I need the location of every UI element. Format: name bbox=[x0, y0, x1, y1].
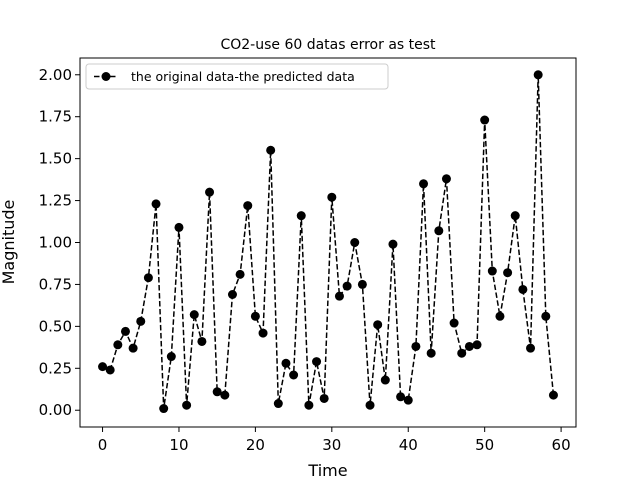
y-tick-label: 0.75 bbox=[39, 275, 72, 293]
y-tick-label: 1.00 bbox=[39, 234, 72, 252]
data-point bbox=[541, 311, 551, 321]
data-point bbox=[503, 268, 513, 278]
data-point bbox=[120, 326, 130, 336]
data-point bbox=[258, 328, 268, 338]
chart-title: CO2-use 60 datas error as test bbox=[220, 37, 436, 53]
data-point bbox=[518, 284, 528, 294]
y-axis: 0.00 0.25 0.50 0.75 1.00 1.25 1.50 1.75 2.00 bbox=[39, 66, 80, 419]
x-tick-label: 50 bbox=[475, 436, 494, 454]
data-point bbox=[319, 393, 329, 403]
data-point bbox=[487, 266, 497, 276]
data-point bbox=[495, 311, 505, 321]
data-point bbox=[98, 362, 108, 372]
y-axis-label: Magnitude bbox=[0, 200, 18, 285]
x-tick-label: 60 bbox=[552, 436, 571, 454]
data-point bbox=[174, 222, 184, 232]
data-point bbox=[143, 273, 153, 283]
data-point bbox=[289, 370, 299, 380]
data-point bbox=[464, 341, 474, 351]
data-point bbox=[457, 348, 467, 358]
data-point bbox=[533, 70, 543, 80]
data-point bbox=[334, 291, 344, 301]
x-tick-label: 30 bbox=[322, 436, 341, 454]
data-point bbox=[227, 290, 237, 299]
data-point bbox=[380, 375, 390, 385]
x-tick-label: 20 bbox=[246, 436, 265, 454]
data-point bbox=[281, 358, 291, 368]
data-point bbox=[189, 310, 199, 320]
data-point bbox=[411, 341, 421, 351]
series-layer bbox=[98, 70, 558, 414]
data-point bbox=[441, 174, 451, 184]
data-point bbox=[235, 269, 245, 279]
data-point bbox=[296, 211, 306, 221]
x-tick-label: 40 bbox=[399, 436, 418, 454]
data-point bbox=[472, 340, 482, 350]
data-point bbox=[266, 145, 276, 155]
series-line bbox=[102, 74, 555, 409]
data-point bbox=[182, 400, 192, 410]
data-point bbox=[273, 399, 283, 409]
data-point bbox=[526, 343, 536, 353]
data-point bbox=[113, 340, 123, 350]
data-point bbox=[548, 390, 558, 400]
y-tick-label: 0.50 bbox=[39, 317, 72, 335]
data-point bbox=[327, 192, 337, 202]
data-point bbox=[128, 343, 138, 353]
data-point bbox=[357, 279, 367, 289]
data-point bbox=[426, 348, 436, 358]
data-point bbox=[105, 365, 115, 375]
data-point bbox=[480, 115, 490, 125]
data-point bbox=[197, 336, 207, 346]
data-point bbox=[136, 316, 146, 326]
data-point bbox=[373, 320, 383, 330]
data-point bbox=[365, 400, 375, 410]
x-tick-label: 10 bbox=[169, 436, 188, 454]
plot-frame bbox=[79, 57, 577, 428]
y-tick-label: 1.50 bbox=[39, 150, 72, 168]
data-point bbox=[166, 352, 176, 362]
data-point bbox=[212, 387, 222, 397]
y-tick-label: 0.00 bbox=[39, 401, 72, 419]
data-point bbox=[449, 318, 459, 328]
data-point bbox=[434, 226, 444, 236]
x-axis: 0 10 20 30 40 50 60 bbox=[98, 427, 571, 454]
data-point bbox=[419, 179, 429, 189]
legend-box bbox=[85, 63, 389, 90]
data-point bbox=[151, 199, 161, 209]
y-tick-label: 2.00 bbox=[39, 66, 72, 84]
data-point bbox=[403, 395, 413, 405]
data-point bbox=[350, 238, 360, 247]
data-point bbox=[312, 357, 322, 367]
data-point bbox=[250, 311, 260, 321]
x-tick-label: 0 bbox=[98, 436, 108, 454]
data-point bbox=[510, 211, 520, 221]
data-point bbox=[388, 239, 398, 249]
data-point bbox=[304, 400, 314, 410]
y-tick-label: 1.75 bbox=[39, 108, 72, 126]
x-axis-label: Time bbox=[307, 461, 347, 480]
data-point bbox=[396, 392, 406, 402]
data-point bbox=[220, 390, 230, 400]
data-point bbox=[342, 281, 352, 291]
data-point bbox=[243, 201, 253, 211]
legend-entry-label: the original data-the predicted data bbox=[131, 69, 355, 84]
legend-marker-sample bbox=[101, 72, 111, 81]
y-tick-label: 1.25 bbox=[39, 192, 72, 210]
data-point bbox=[159, 404, 169, 414]
y-tick-label: 0.25 bbox=[39, 359, 72, 377]
legend: the original data-the predicted data bbox=[85, 63, 389, 90]
data-point bbox=[205, 187, 215, 197]
